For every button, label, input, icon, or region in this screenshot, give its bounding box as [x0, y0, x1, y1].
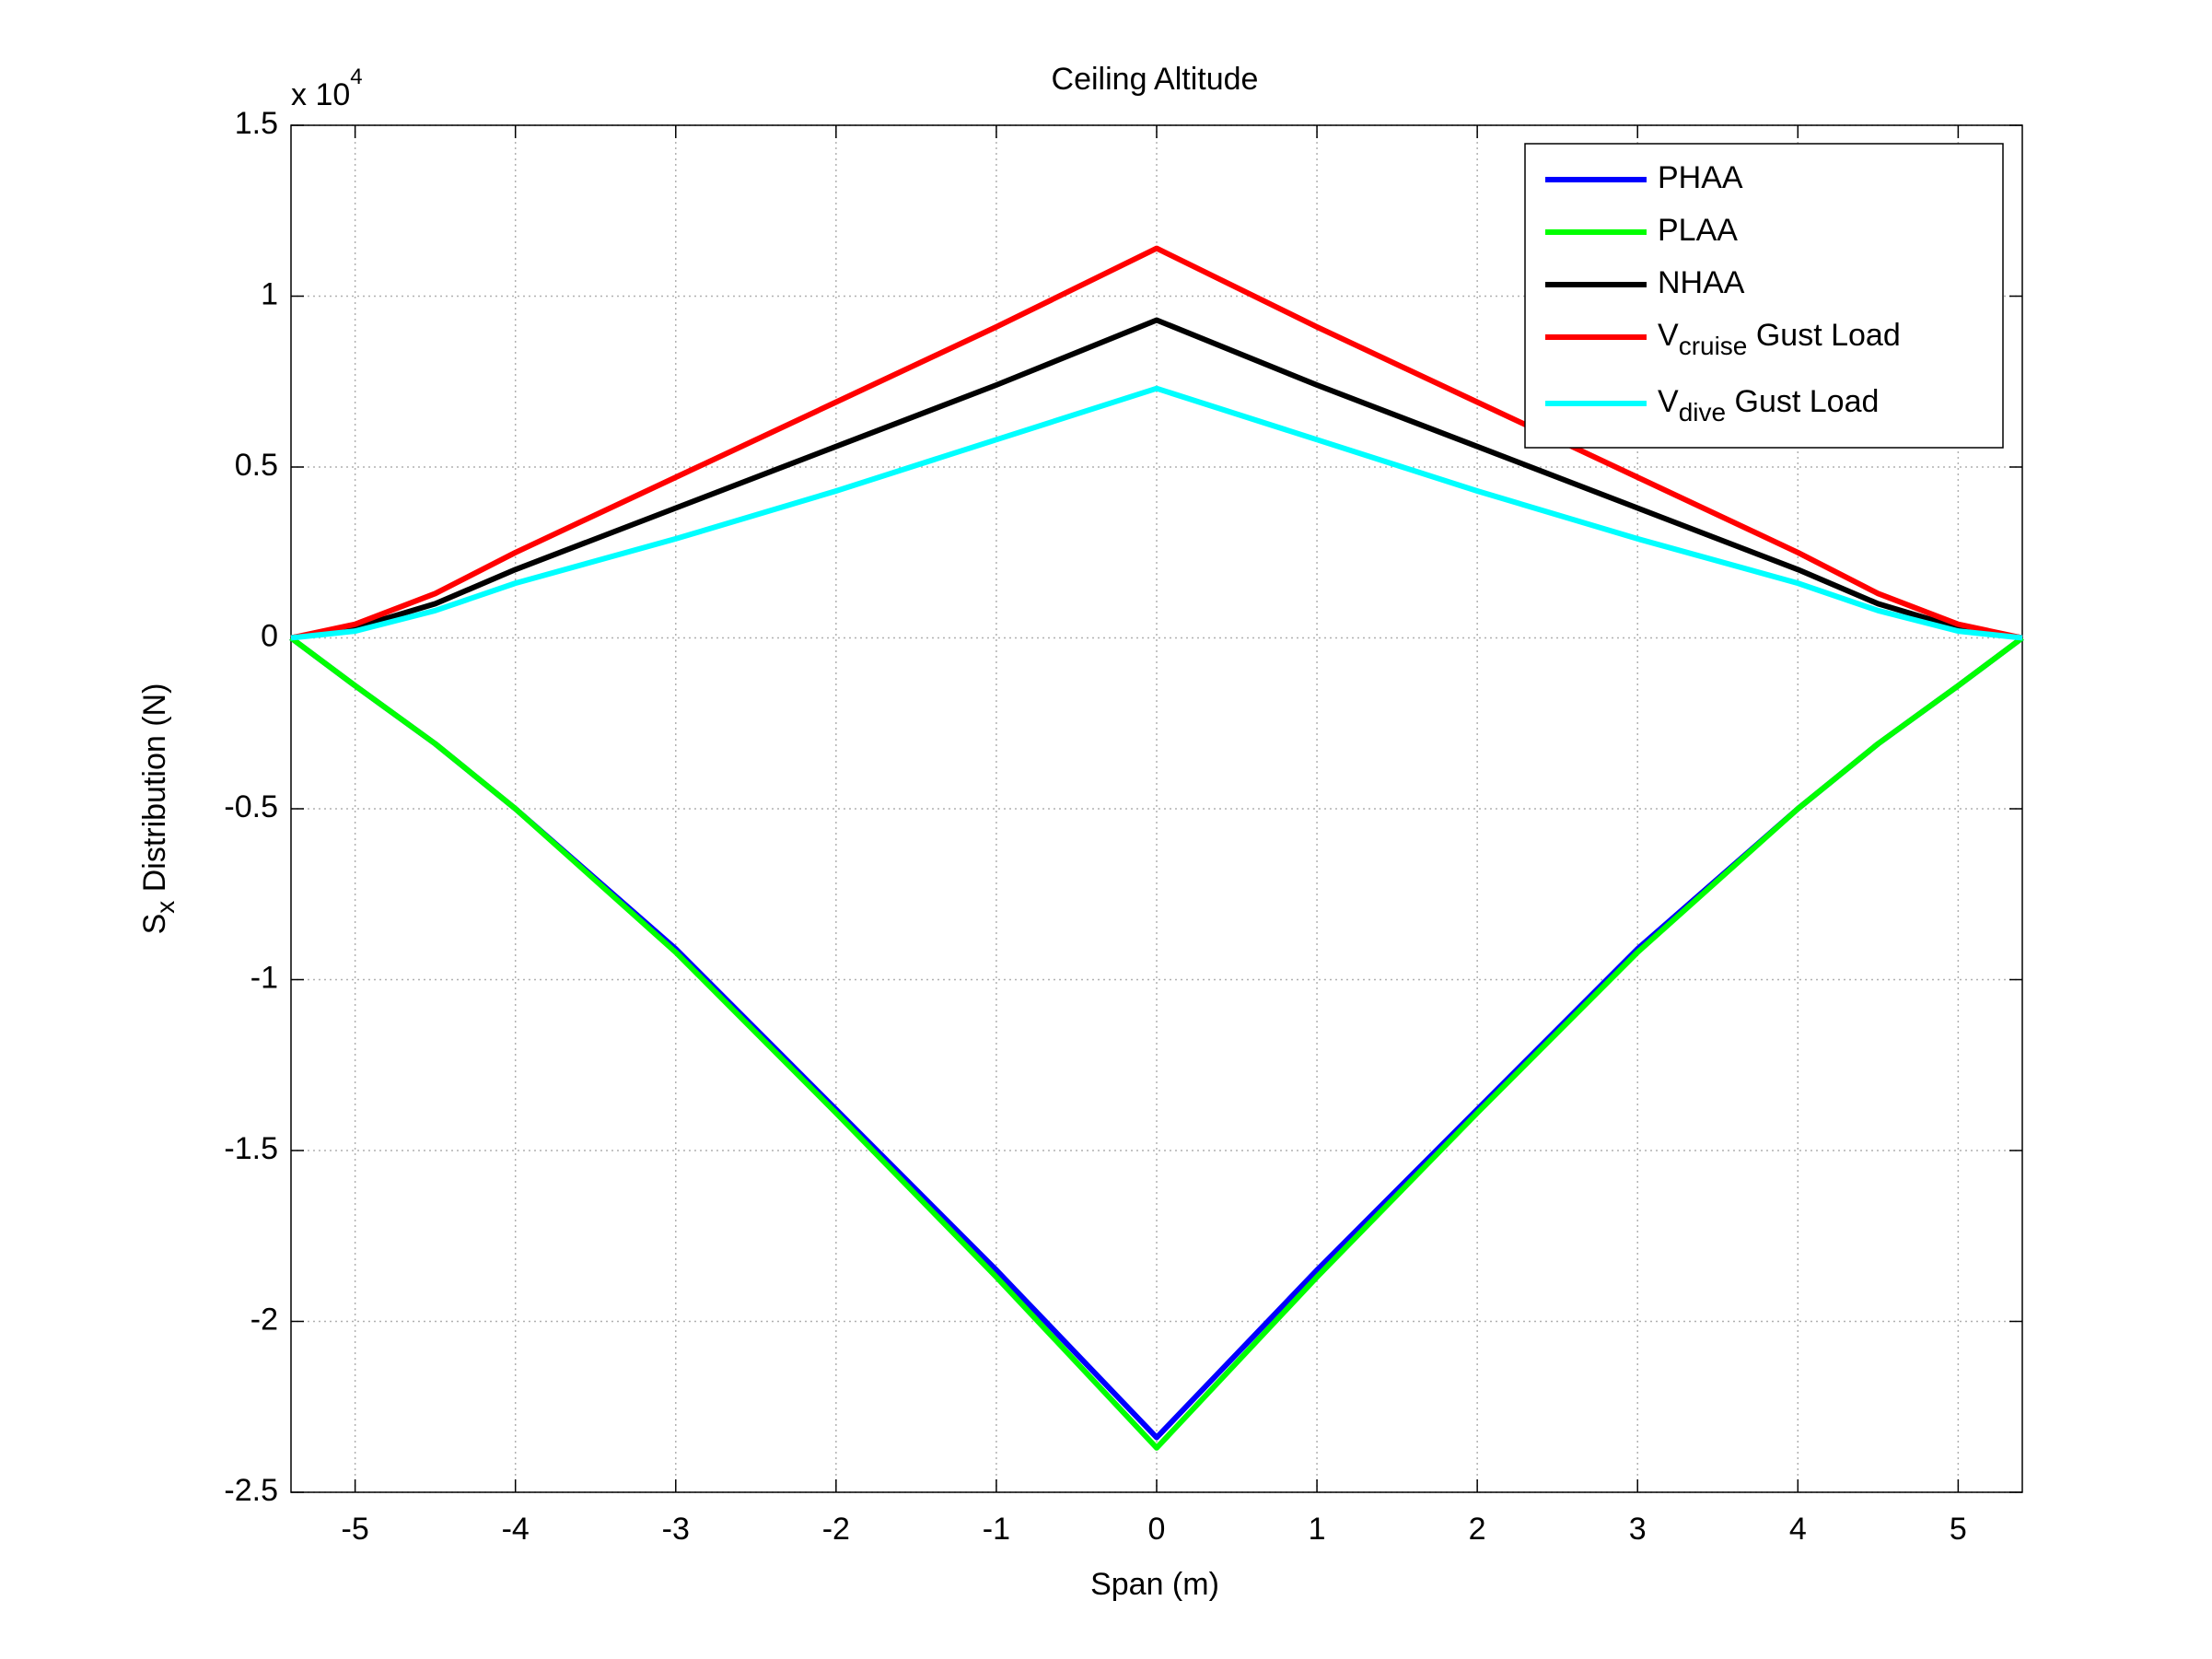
- y-axis-label: Sx Distribution (N): [137, 683, 180, 935]
- superscript: 4: [350, 64, 362, 89]
- x-tick-label: -4: [502, 1512, 530, 1547]
- y-tick-label: 0.5: [235, 448, 278, 483]
- x-tick-label: 5: [1950, 1512, 1967, 1547]
- subscript: x: [151, 901, 180, 914]
- subscript: cruise: [1679, 332, 1748, 360]
- y-tick-label: -2.5: [224, 1473, 278, 1508]
- text-tail: Gust Load: [1747, 318, 1900, 353]
- x-tick-label: 3: [1629, 1512, 1647, 1547]
- legend-label: PHAA: [1658, 160, 1743, 195]
- legend-box: [1524, 143, 2004, 449]
- plot-frame: [290, 124, 2023, 1493]
- legend-label: Vdive Gust Load: [1658, 384, 1879, 426]
- x-axis-label: Span (m): [1090, 1567, 1219, 1602]
- x-tick-label: -5: [342, 1512, 369, 1547]
- data-line: [290, 385, 2023, 641]
- x-tick-label: -3: [662, 1512, 690, 1547]
- y-tick-label: -1: [250, 960, 278, 995]
- y-tick-label: 0: [261, 618, 278, 653]
- data-line: [289, 636, 2024, 1451]
- text-main: V: [1658, 384, 1679, 419]
- text-main: x 10: [291, 77, 350, 112]
- x-tick-label: -2: [822, 1512, 850, 1547]
- x-tick-label: 4: [1789, 1512, 1807, 1547]
- y-tick-label: -2: [250, 1302, 278, 1337]
- x-tick-label: 2: [1469, 1512, 1486, 1547]
- y-tick-label: -0.5: [224, 789, 278, 824]
- legend-label: Vcruise Gust Load: [1658, 318, 1901, 360]
- y-tick-label: 1.5: [235, 106, 278, 141]
- text-main: V: [1658, 318, 1679, 353]
- text-tail: Gust Load: [1726, 384, 1879, 419]
- x-tick-label: 0: [1148, 1512, 1166, 1547]
- data-line: [290, 317, 2023, 641]
- text-tail: Distribution (N): [137, 683, 172, 901]
- chart-title: Ceiling Altitude: [1052, 62, 1259, 97]
- y-tick-label: -1.5: [224, 1131, 278, 1166]
- data-line: [290, 245, 2023, 641]
- x-tick-label: 1: [1309, 1512, 1326, 1547]
- legend-label: NHAA: [1658, 265, 1745, 300]
- x-tick-label: -1: [983, 1512, 1010, 1547]
- text-main: S: [137, 914, 172, 935]
- subscript: dive: [1679, 398, 1726, 426]
- y-axis-multiplier: x 104: [291, 64, 363, 112]
- y-tick-label: 1: [261, 276, 278, 311]
- legend-label: PLAA: [1658, 213, 1738, 248]
